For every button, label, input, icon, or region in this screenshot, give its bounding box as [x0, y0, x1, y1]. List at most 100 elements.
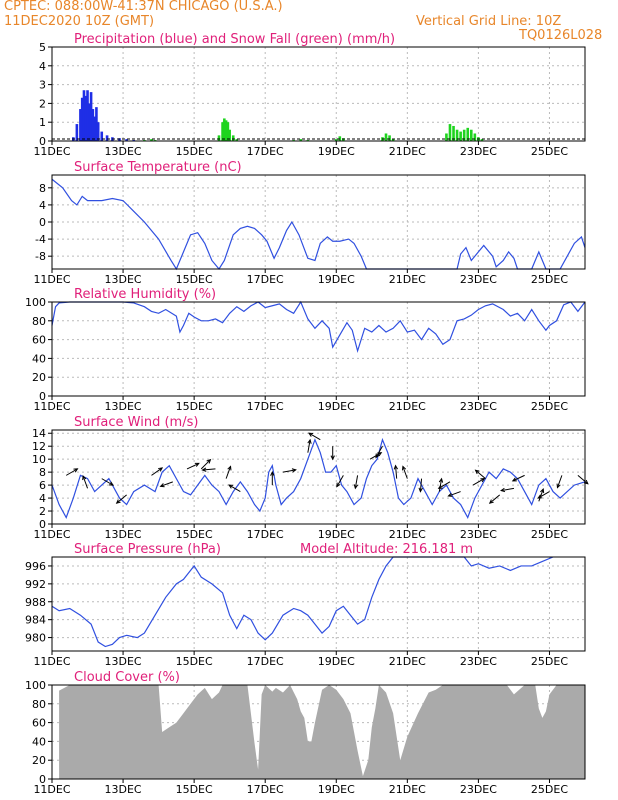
x-tick-label: 11DEC [33, 783, 70, 796]
wind-arrow-head [158, 467, 164, 472]
wind-arrow [448, 491, 461, 497]
panel-frame [51, 301, 586, 397]
wind-arrow-head [308, 432, 314, 437]
y-tick-label: 4 [39, 199, 46, 212]
series-line [51, 437, 586, 519]
wind-arrow-head [499, 487, 506, 493]
precip-bar [118, 138, 121, 141]
series-line [51, 556, 554, 648]
x-tick-label: 11DEC [33, 528, 70, 541]
snow-bar [299, 139, 303, 141]
wind-arrow [82, 475, 89, 489]
y-tick-label: 20 [32, 371, 46, 384]
x-tick-label: 17DEC [247, 655, 284, 668]
y-tick-label: 20 [32, 754, 46, 767]
x-tick-label: 21DEC [389, 528, 426, 541]
wind-arrow [538, 488, 544, 502]
wind-arrow-head [480, 478, 486, 483]
x-tick-label: 13DEC [105, 783, 142, 796]
snow-bar [384, 133, 388, 141]
wind-arrow-head [511, 477, 517, 482]
precip-bar [84, 95, 88, 141]
wind-arrow-head [291, 468, 297, 473]
panel-title: Cloud Cover (%) [74, 670, 180, 685]
wind-arrow-head [228, 484, 234, 489]
wind-arrow [202, 468, 216, 471]
y-tick-label: 980 [25, 632, 46, 645]
precip-bar [93, 116, 96, 141]
panel-frame [51, 684, 586, 780]
wind-arrow-head [330, 455, 335, 461]
x-tick-label: 13DEC [105, 400, 142, 413]
y-tick-label: 60 [32, 334, 46, 347]
snow-bar [473, 133, 477, 141]
wind-arrow [537, 491, 550, 499]
x-tick-label: 13DEC [105, 655, 142, 668]
x-tick-label: 15DEC [176, 783, 213, 796]
x-tick-label: 19DEC [318, 273, 355, 286]
panel-subtitle: Model Altitude: 216.181 m [300, 542, 473, 557]
snow-bar [455, 129, 459, 141]
wind-arrow [419, 478, 423, 492]
wind-arrow-head [438, 477, 444, 483]
snow-bar [462, 129, 466, 141]
wind-arrow [354, 475, 359, 489]
precip-bar [82, 90, 86, 141]
x-tick-label: 23DEC [460, 400, 497, 413]
x-tick-label: 25DEC [531, 273, 568, 286]
snow-bar [226, 122, 230, 141]
wind-arrow [501, 487, 515, 492]
snow-bar [388, 135, 391, 141]
wind-arrow [475, 469, 486, 480]
y-tick-label: 14 [32, 427, 46, 440]
precip-bar [79, 109, 82, 141]
x-tick-label: 15DEC [176, 400, 213, 413]
wind-arrow-head [159, 483, 165, 488]
x-tick-label: 19DEC [318, 655, 355, 668]
wind-arrow [438, 481, 451, 489]
wind-arrow-head [540, 488, 545, 494]
x-tick-label: 11DEC [33, 273, 70, 286]
x-tick-label: 21DEC [389, 145, 426, 158]
x-tick-label: 25DEC [531, 145, 568, 158]
x-tick-label: 21DEC [389, 400, 426, 413]
snow-bar [452, 125, 455, 141]
y-tick-label: 4 [39, 60, 46, 73]
series-line [51, 178, 586, 271]
wind-arrow [489, 494, 501, 504]
y-tick-label: 2 [39, 97, 46, 110]
x-tick-label: 21DEC [389, 273, 426, 286]
x-tick-label: 19DEC [318, 528, 355, 541]
snow-bar [150, 139, 153, 141]
snow-bar [228, 129, 231, 141]
precip-bar [75, 124, 79, 141]
wind-arrow-head [201, 467, 207, 472]
panel-title: Surface Temperature (nC) [74, 160, 242, 175]
y-tick-label: -4 [35, 233, 46, 246]
y-tick-label: 3 [39, 79, 46, 92]
wind-arrow [577, 474, 589, 485]
wind-arrow-head [537, 494, 543, 499]
wind-arrow [200, 459, 211, 470]
x-tick-label: 17DEC [247, 145, 284, 158]
wind-arrow-head [115, 499, 121, 504]
wind-arrow-head [488, 499, 494, 504]
precip-bar [89, 92, 93, 141]
wind-arrow [101, 478, 114, 486]
x-tick-label: 23DEC [460, 655, 497, 668]
wind-arrow-head [401, 465, 407, 471]
panel-title: Surface Pressure (hPa) [74, 542, 221, 557]
wind-arrow-head [437, 484, 443, 489]
wind-arrow-head [336, 482, 341, 488]
snow-bar [342, 138, 345, 141]
wind-arrow-head [73, 468, 79, 473]
snow-bar [480, 139, 484, 141]
x-tick-label: 25DEC [531, 783, 568, 796]
header-grid-note: Vertical Grid Line: 10Z [416, 14, 562, 29]
wind-arrow-head [393, 464, 399, 470]
wind-arrow [151, 467, 163, 476]
snow-bar [223, 118, 226, 141]
precip-bar [88, 103, 91, 141]
wind-arrow [186, 462, 200, 470]
wind-arrow-head [307, 438, 312, 444]
